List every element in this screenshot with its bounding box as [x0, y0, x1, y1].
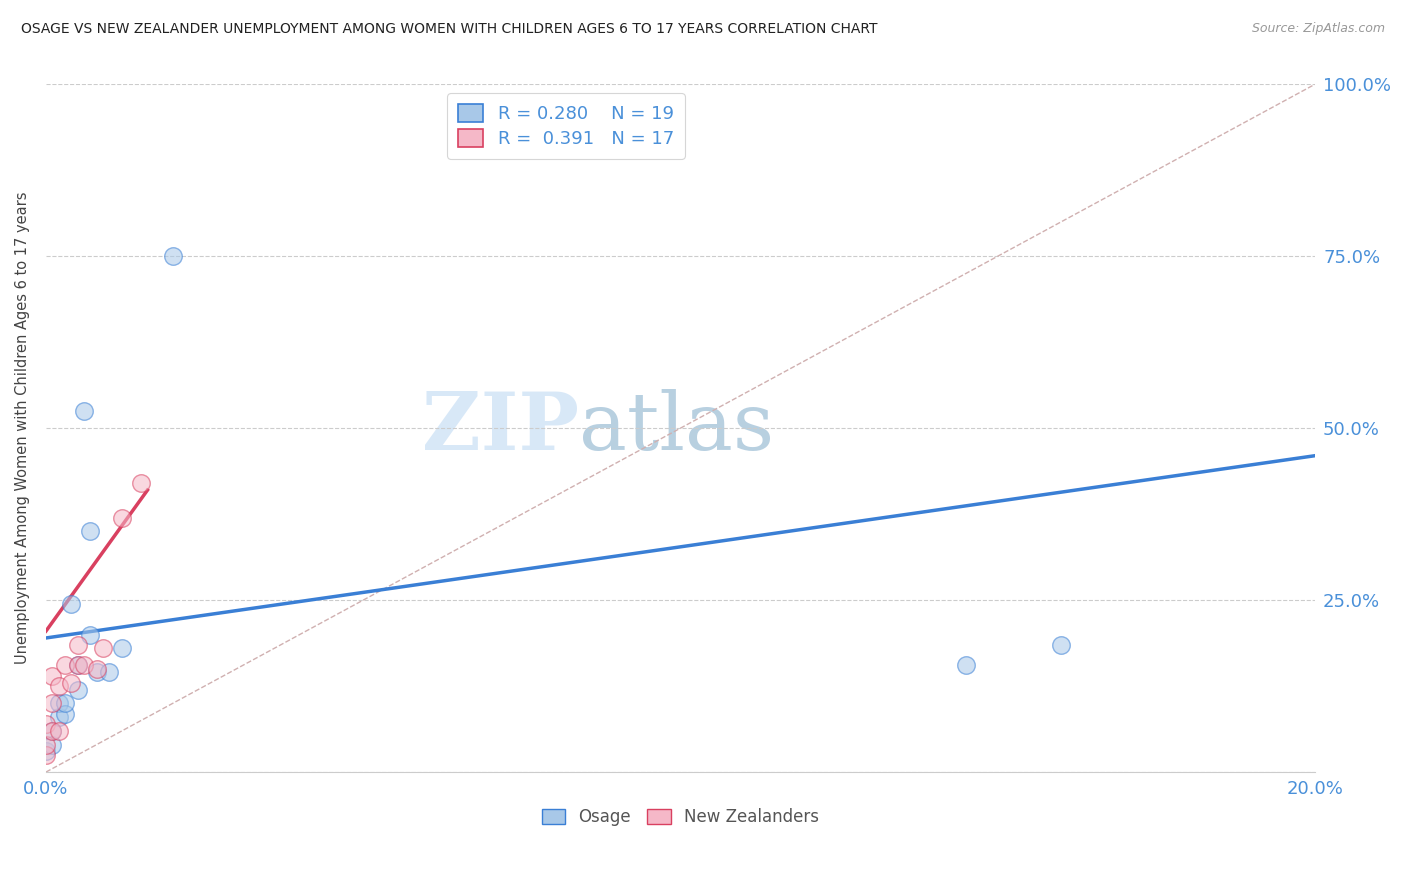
Point [111, 510, 134, 524]
Point [111, 641, 134, 656]
Text: ZIP: ZIP [422, 389, 579, 467]
Point [53, 658, 76, 673]
Point [91, 641, 114, 656]
Point [48, 696, 70, 710]
Point [48, 710, 70, 724]
Point [98, 665, 121, 680]
Point [66, 638, 89, 652]
Point [60, 675, 83, 690]
Point [41, 723, 63, 738]
Point [73, 404, 96, 418]
Point [66, 682, 89, 697]
Point [35, 738, 58, 752]
Text: atlas: atlas [579, 389, 773, 467]
Point [73, 658, 96, 673]
Point [162, 249, 184, 263]
Text: OSAGE VS NEW ZEALANDER UNEMPLOYMENT AMONG WOMEN WITH CHILDREN AGES 6 TO 17 YEARS: OSAGE VS NEW ZEALANDER UNEMPLOYMENT AMON… [21, 22, 877, 37]
Point [53, 696, 76, 710]
Point [48, 723, 70, 738]
Point [129, 476, 152, 491]
Point [35, 744, 58, 758]
Point [66, 658, 89, 673]
Point [41, 669, 63, 683]
Point [79, 524, 101, 539]
Point [41, 723, 63, 738]
Point [35, 747, 58, 762]
Point [66, 658, 89, 673]
Point [60, 597, 83, 611]
Point [35, 717, 58, 731]
Point [41, 696, 63, 710]
Point [53, 706, 76, 721]
Y-axis label: Unemployment Among Women with Children Ages 6 to 17 years: Unemployment Among Women with Children A… [15, 192, 30, 665]
Point [1050, 638, 1073, 652]
Point [86, 662, 108, 676]
Point [79, 627, 101, 641]
Point [41, 738, 63, 752]
Text: Source: ZipAtlas.com: Source: ZipAtlas.com [1251, 22, 1385, 36]
Point [48, 679, 70, 693]
Point [955, 658, 977, 673]
Legend: Osage, New Zealanders: Osage, New Zealanders [534, 801, 825, 832]
Point [86, 665, 108, 680]
